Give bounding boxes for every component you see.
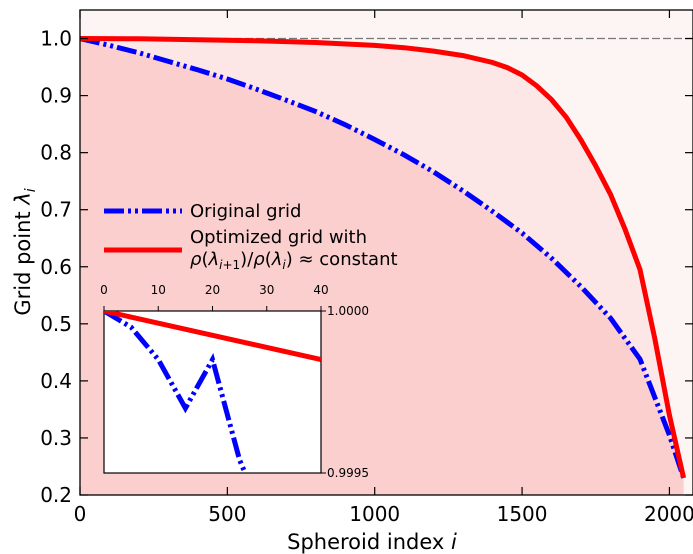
inset-x-tick-label: 40 bbox=[313, 283, 328, 297]
x-axis: 0 500 1000 1500 2000 bbox=[74, 10, 693, 526]
legend: Original grid Optimized grid with ρ(λi+1… bbox=[104, 201, 398, 272]
y-tick-label: 0.9 bbox=[40, 84, 72, 108]
legend-label-optimized: Optimized grid with bbox=[190, 227, 367, 248]
y-tick-label: 0.2 bbox=[40, 483, 72, 507]
y-tick-label: 0.3 bbox=[40, 426, 72, 450]
inset-x-tick-label: 20 bbox=[205, 283, 220, 297]
inset-y-tick-label: 1.0000 bbox=[327, 304, 369, 318]
x-axis-label: Spheroid index i bbox=[287, 530, 457, 554]
series-optimized-grid bbox=[80, 36, 687, 479]
legend-label-optimized-formula: ρ(λi+1)/ρ(λi) ≈ constant bbox=[190, 249, 398, 272]
y-tick-label: 0.8 bbox=[40, 141, 72, 165]
inset-x-tick-label: 30 bbox=[259, 283, 274, 297]
y-tick-label: 0.5 bbox=[40, 312, 72, 336]
x-tick-label: 500 bbox=[208, 502, 246, 526]
y-tick-label: 0.4 bbox=[40, 369, 72, 393]
inset-y-tick-label: 0.9995 bbox=[327, 466, 369, 480]
series-original-grid bbox=[80, 36, 686, 479]
y-axis-label: Grid point λi bbox=[11, 188, 39, 315]
inset-chart: 0 10 20 30 40 1.0000 0.9995 bbox=[100, 283, 369, 480]
x-tick-label: 1000 bbox=[349, 502, 400, 526]
x-tick-label: 0 bbox=[74, 502, 87, 526]
y-axis: 0.2 0.3 0.4 0.5 0.6 0.7 0.8 0.9 1.0 bbox=[40, 27, 693, 507]
inset-x-tick-label: 0 bbox=[100, 283, 108, 297]
inset-x-axis: 0 10 20 30 40 bbox=[100, 283, 329, 311]
plot-frame bbox=[79, 9, 693, 496]
inset-series-original-grid bbox=[104, 311, 248, 473]
inset-series-optimized-grid bbox=[104, 311, 321, 363]
inset-y-axis: 1.0000 0.9995 bbox=[321, 304, 369, 480]
y-tick-label: 0.7 bbox=[40, 198, 72, 222]
y-tick-label: 0.6 bbox=[40, 255, 72, 279]
x-tick-label: 1500 bbox=[497, 502, 548, 526]
y-tick-label: 1.0 bbox=[40, 27, 72, 51]
inset-x-tick-label: 10 bbox=[151, 283, 166, 297]
legend-label-original: Original grid bbox=[190, 201, 301, 222]
x-tick-label: 2000 bbox=[644, 502, 693, 526]
